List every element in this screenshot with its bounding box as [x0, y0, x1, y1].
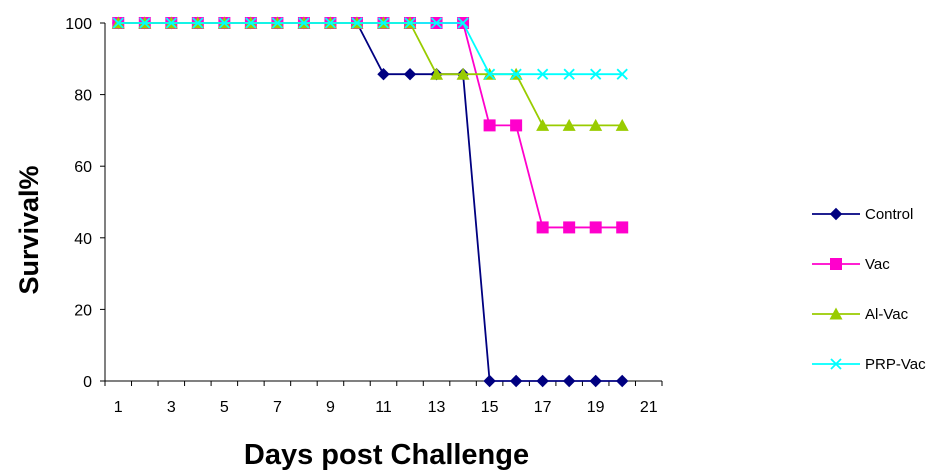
- data-point: [245, 17, 257, 29]
- legend-label: PRP-Vac: [865, 356, 926, 373]
- x-tick-label: 15: [481, 399, 499, 416]
- data-point: [192, 17, 204, 29]
- data-point: [563, 68, 575, 80]
- series-line: [118, 22, 623, 76]
- data-point: [218, 17, 230, 29]
- series-line: [118, 22, 623, 382]
- data-point: [403, 67, 417, 81]
- data-point: [589, 118, 603, 131]
- legend-item: Al-Vac: [812, 306, 909, 323]
- legend-item: Vac: [812, 256, 890, 273]
- data-point: [562, 374, 576, 388]
- x-tick-label: 19: [587, 399, 605, 416]
- x-tick-label: 1: [114, 399, 123, 416]
- series-prp-vac: [112, 17, 628, 80]
- y-tick-label: 60: [74, 159, 92, 176]
- data-point: [483, 68, 496, 80]
- data-point: [562, 118, 576, 131]
- x-tick-label: 13: [428, 399, 446, 416]
- data-point: [483, 119, 496, 132]
- series-layer: [111, 16, 629, 388]
- legend-label: Al-Vac: [865, 306, 909, 323]
- data-point: [139, 17, 151, 29]
- y-ticks: 0 20 40 60 80 100: [65, 16, 105, 391]
- legend-item: PRP-Vac: [812, 356, 926, 373]
- data-point: [536, 374, 549, 388]
- data-point: [616, 221, 629, 234]
- legend: Control Vac Al-Vac PRP-Vac: [812, 206, 926, 373]
- x-tick-label: 17: [534, 399, 552, 416]
- x-tick-label: 5: [220, 399, 229, 416]
- legend-item: Control: [812, 206, 913, 223]
- y-tick-label: 0: [83, 374, 92, 391]
- data-point: [165, 17, 177, 29]
- data-point: [483, 374, 496, 388]
- data-point: [537, 68, 549, 80]
- y-tick-label: 100: [65, 16, 92, 33]
- data-point: [589, 374, 602, 388]
- data-point: [510, 68, 522, 80]
- legend-label: Control: [865, 206, 913, 223]
- data-point: [616, 68, 628, 80]
- data-point: [536, 118, 550, 131]
- data-point: [377, 67, 390, 81]
- data-point: [271, 17, 284, 29]
- data-point: [457, 17, 469, 29]
- data-point: [430, 67, 444, 80]
- x-tick-label: 21: [640, 399, 658, 416]
- data-point: [590, 68, 602, 80]
- data-point: [351, 17, 363, 29]
- x-ticks: 1 3 5 7 9 11 13 15 17 19 21: [104, 381, 663, 416]
- data-point: [112, 17, 124, 29]
- data-point: [589, 221, 602, 234]
- y-axis-title: Survival%: [14, 165, 44, 294]
- data-point: [615, 118, 629, 131]
- series-control: [112, 16, 629, 388]
- data-point: [509, 374, 523, 388]
- data-point: [298, 17, 310, 29]
- legend-marker: [830, 258, 842, 270]
- data-point: [616, 374, 629, 388]
- data-point: [324, 17, 337, 29]
- legend-marker: [830, 358, 842, 370]
- x-axis-title: Days post Challenge: [244, 439, 529, 471]
- x-tick-label: 9: [326, 399, 335, 416]
- data-point: [430, 17, 443, 29]
- legend-marker: [829, 207, 843, 221]
- data-point: [404, 17, 416, 29]
- data-point: [377, 17, 390, 29]
- x-tick-label: 3: [167, 399, 176, 416]
- legend-marker: [829, 307, 843, 320]
- legend-label: Vac: [865, 256, 890, 273]
- x-tick-label: 11: [375, 399, 392, 416]
- data-point: [510, 119, 523, 132]
- y-tick-label: 80: [74, 88, 92, 105]
- y-tick-label: 20: [74, 302, 92, 319]
- data-point: [563, 221, 576, 234]
- data-point: [456, 67, 470, 80]
- data-point: [536, 221, 549, 234]
- x-tick-label: 7: [273, 399, 282, 416]
- y-tick-label: 40: [74, 231, 92, 248]
